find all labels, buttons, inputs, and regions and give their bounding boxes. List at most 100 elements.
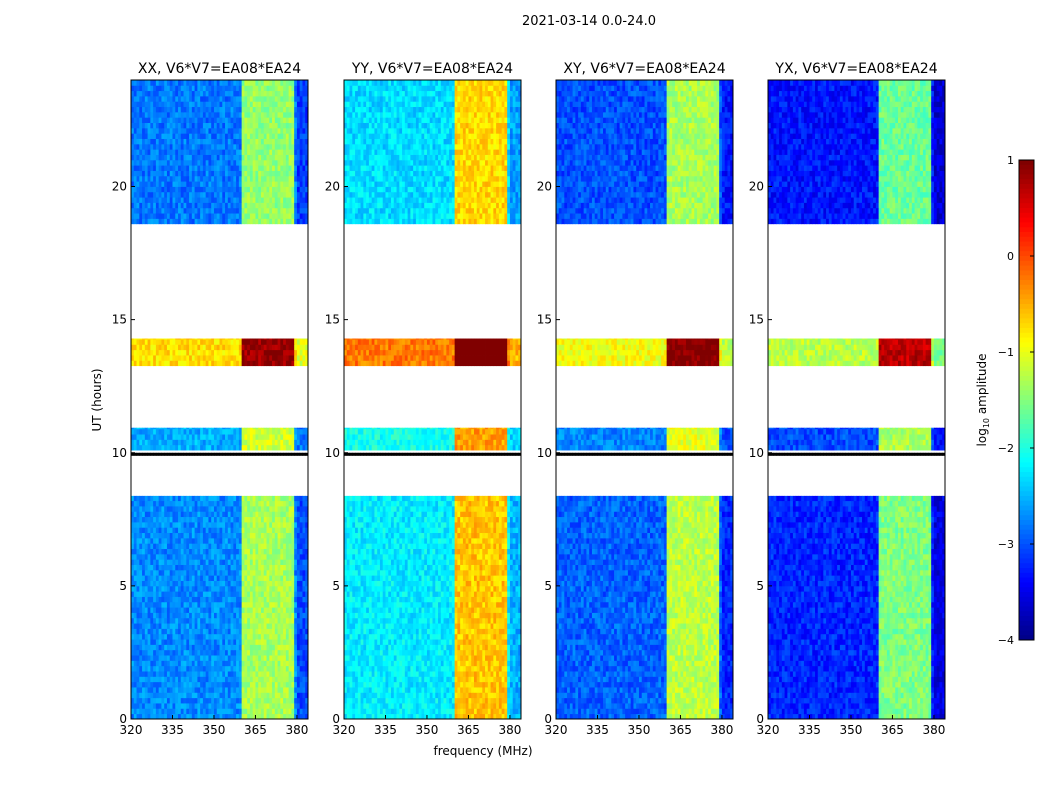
heatmap-cell [272, 434, 276, 440]
heatmap-cell [269, 575, 273, 581]
heatmap-cell [211, 628, 215, 635]
heatmap-cell [236, 601, 240, 608]
heatmap-cell [180, 181, 184, 187]
heatmap-cell [166, 532, 171, 539]
heatmap-cell [142, 428, 146, 435]
heatmap-cell [272, 601, 276, 608]
heatmap-cell [178, 692, 182, 699]
heatmap-cell [258, 355, 262, 361]
heatmap-cell [258, 500, 262, 507]
heatmap-cell [158, 623, 162, 629]
heatmap-cell [191, 521, 196, 528]
heatmap-cell [272, 644, 276, 651]
heatmap-cell [136, 649, 140, 656]
heatmap-cell [172, 537, 176, 544]
heatmap-cell [164, 355, 168, 361]
heatmap-cell [183, 495, 187, 502]
heatmap-cell [302, 585, 306, 592]
heatmap-cell [153, 175, 157, 182]
heatmap-cell [197, 159, 201, 166]
heatmap-cell [180, 644, 184, 651]
heatmap-cell [189, 521, 193, 528]
heatmap-cell [191, 644, 196, 651]
heatmap-cell [142, 644, 146, 651]
heatmap-cell [147, 165, 151, 171]
heatmap-cell [200, 444, 204, 451]
heatmap-cell [230, 623, 234, 629]
heatmap-cell [296, 127, 301, 134]
heatmap-cell [194, 159, 198, 166]
heatmap-cell [136, 639, 140, 645]
heatmap-cell [197, 101, 201, 108]
heatmap-cell [183, 197, 187, 203]
heatmap-cell [213, 564, 218, 571]
heatmap-cell [139, 575, 143, 581]
heatmap-cell [139, 537, 143, 544]
heatmap-cell [233, 339, 237, 345]
heatmap-cell [249, 218, 254, 225]
heatmap-cell [175, 202, 179, 209]
heatmap-cell [172, 339, 176, 345]
heatmap-cell [153, 511, 157, 518]
heatmap-cell [197, 428, 201, 435]
heatmap-cell [285, 575, 290, 581]
heatmap-cell [189, 628, 193, 635]
heatmap-cell [294, 516, 298, 523]
heatmap-cell [175, 506, 179, 512]
heatmap-cell [136, 165, 140, 171]
heatmap-cell [305, 580, 309, 587]
heatmap-cell [266, 133, 270, 139]
heatmap-cell [305, 154, 309, 161]
heatmap-cell [147, 575, 151, 581]
heatmap-cell [178, 548, 182, 555]
heatmap-cell [183, 355, 187, 361]
heatmap-cell [200, 427, 204, 430]
heatmap-cell [272, 207, 276, 214]
heatmap-cell [142, 149, 146, 155]
heatmap-cell [255, 676, 259, 683]
heatmap-cell [302, 543, 306, 549]
heatmap-cell [155, 516, 160, 523]
heatmap-cell [211, 95, 215, 102]
heatmap-cell [238, 349, 243, 356]
heatmap-cell [222, 532, 226, 539]
heatmap-cell [277, 339, 281, 345]
heatmap-cell [247, 339, 251, 345]
heatmap-cell [136, 500, 140, 507]
heatmap-cell [208, 154, 212, 161]
heatmap-cell [272, 559, 276, 565]
heatmap-cell [213, 708, 218, 715]
heatmap-cell [219, 181, 223, 187]
heatmap-cell [208, 344, 212, 351]
heatmap-cell [291, 339, 295, 345]
heatmap-cell [158, 175, 162, 182]
heatmap-cell [296, 175, 301, 182]
heatmap-cell [175, 111, 179, 118]
heatmap-cell [197, 186, 201, 193]
heatmap-cell [153, 500, 157, 507]
heatmap-cell [230, 344, 234, 351]
heatmap-cell [260, 569, 265, 576]
heatmap-cell [249, 564, 254, 571]
heatmap-cell [150, 427, 154, 430]
heatmap-cell [142, 553, 146, 560]
heatmap-cell [144, 213, 148, 219]
heatmap-cell [285, 580, 290, 587]
heatmap-cell [172, 596, 176, 603]
heatmap-cell [194, 649, 198, 656]
heatmap-cell [296, 681, 301, 688]
heatmap-cell [216, 708, 220, 715]
heatmap-cell [161, 623, 165, 629]
heatmap-cell [219, 175, 223, 182]
heatmap-cell [131, 585, 135, 592]
heatmap-cell [213, 175, 218, 182]
heatmap-cell [252, 338, 256, 340]
heatmap-cell [178, 338, 182, 340]
heatmap-cell [274, 708, 278, 715]
heatmap-cell [158, 339, 162, 345]
heatmap-cell [238, 197, 243, 203]
heatmap-cell [166, 434, 171, 440]
heatmap-cell [164, 532, 168, 539]
heatmap-cell [272, 117, 276, 124]
heatmap-cell [299, 671, 303, 677]
